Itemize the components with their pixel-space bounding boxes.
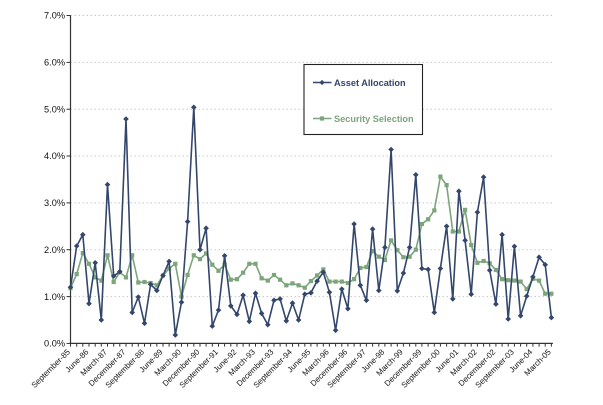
- svg-text:6.0%: 6.0%: [44, 58, 65, 68]
- svg-text:2.0%: 2.0%: [44, 245, 65, 255]
- svg-text:5.0%: 5.0%: [44, 104, 65, 114]
- svg-text:3.0%: 3.0%: [44, 198, 65, 208]
- svg-text:Security Selection: Security Selection: [334, 114, 414, 124]
- svg-text:0.0%: 0.0%: [44, 339, 65, 349]
- svg-text:1.0%: 1.0%: [44, 292, 65, 302]
- svg-text:Asset Allocation: Asset Allocation: [334, 78, 406, 88]
- svg-text:7.0%: 7.0%: [44, 11, 65, 21]
- svg-text:4.0%: 4.0%: [44, 151, 65, 161]
